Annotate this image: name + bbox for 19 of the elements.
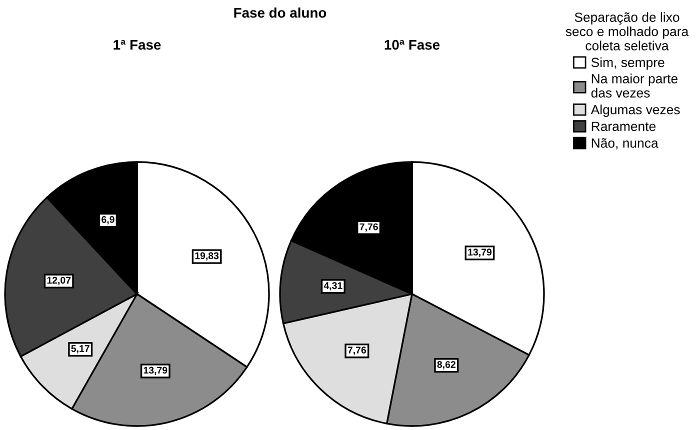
text: Fase do aluno xyxy=(234,8,326,18)
data-label: 19,83 xyxy=(195,252,219,261)
data-label: 7,76 xyxy=(360,223,378,232)
data-label: 13,79 xyxy=(468,248,492,257)
data-label: 8,62 xyxy=(437,361,456,370)
legend-label: Raramente xyxy=(592,122,656,132)
chart-title: 1ª Fase xyxy=(114,40,161,50)
data-label: 13,79 xyxy=(144,366,168,376)
data-label: 4,31 xyxy=(324,282,342,290)
legend-label: Na maior parte das vezes xyxy=(591,74,678,98)
data-label: 12,07 xyxy=(47,276,71,286)
data-label: 6,9 xyxy=(102,216,114,224)
data-label: 7,76 xyxy=(348,346,366,355)
legend-label: Não, nunca xyxy=(592,138,658,150)
legend-title: Separação de lixo seco e molhado para coleta seletiva xyxy=(566,12,689,50)
data-label: 5,17 xyxy=(71,345,90,354)
legend-label: Sim, sempre xyxy=(591,57,664,70)
chart-title: 10ª Fase xyxy=(384,40,440,50)
legend-label: Algumas vezes xyxy=(590,104,680,117)
